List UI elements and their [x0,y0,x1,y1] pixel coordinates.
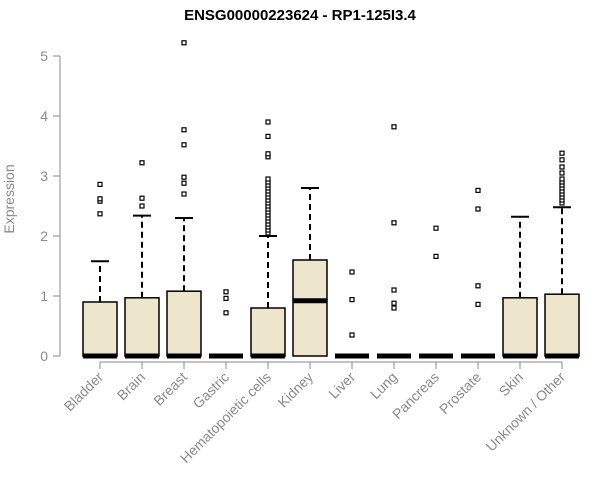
outlier-point [223,295,229,301]
outlier-point [391,220,397,226]
y-tick-label: 5 [40,48,48,64]
box-rect [124,297,160,357]
box-rect [292,259,328,357]
y-tick-label: 4 [40,108,48,124]
outlier-point [475,206,481,212]
outlier-point [391,124,397,130]
outlier-point [265,151,271,157]
box-5 [292,187,328,357]
outlier-point [223,289,229,295]
box-0 [82,181,118,359]
outlier-point [391,305,397,311]
y-tick-label: 2 [40,228,48,244]
box-rect [82,301,118,357]
boxes-layer [82,40,580,359]
outlier-point [265,176,271,182]
outlier-point [559,150,565,156]
y-tick-label: 3 [40,168,48,184]
outlier-point [97,196,103,202]
outlier-point [559,170,565,176]
outlier-point [139,195,145,201]
outlier-point [349,269,355,275]
y-axis: 0 1 2 3 4 5 [40,48,61,364]
outlier-point [433,225,439,231]
x-tick-label: Liver [325,369,358,402]
outlier-point [475,187,481,193]
outlier-point [181,142,187,148]
outlier-point [391,300,397,306]
box-3 [209,289,243,359]
box-rect [544,293,580,357]
box-rect [166,290,202,357]
x-tick-label: Prostate [436,369,484,417]
outlier-point [391,287,397,293]
x-tick-label: Bladder [61,369,107,415]
x-tick-label: Pancreas [389,369,442,422]
box-1 [124,160,160,359]
outlier-point [223,310,229,316]
outlier-point [349,332,355,338]
outlier-point [559,157,565,163]
outlier-point [559,176,565,182]
x-tick-label: Breast [150,369,190,409]
outlier-point [181,191,187,197]
box-rect [250,307,286,357]
outlier-point [181,180,187,186]
box-rect [502,297,538,357]
outlier-point [475,301,481,307]
outlier-point [97,181,103,187]
box-2 [166,40,202,359]
chart-title: ENSG00000223624 - RP1-125I3.4 [184,7,416,24]
outlier-point [265,119,271,125]
x-tick-label: Unknown / Other [483,369,569,455]
outlier-point [475,283,481,289]
outlier-point [349,297,355,303]
outlier-point [265,133,271,139]
outlier-point [181,40,187,46]
box-6 [335,269,369,359]
y-axis-title: Expression [1,164,17,233]
outlier-point [139,203,145,209]
box-9 [461,187,495,359]
y-tick-label: 1 [40,288,48,304]
box-10 [502,215,538,359]
x-tick-label: Skin [496,369,527,400]
box-4 [250,119,286,359]
x-tick-label: Kidney [275,369,317,411]
box-8 [419,225,453,359]
outlier-point [559,164,565,170]
x-tick-label: Brain [114,369,148,403]
outlier-point [139,160,145,166]
outlier-point [181,127,187,133]
box-7 [377,124,411,359]
outlier-point [97,211,103,217]
box-11 [544,150,580,359]
y-tick-label: 0 [40,348,48,364]
outlier-point [181,174,187,180]
x-tick-label: Lung [367,369,400,402]
outlier-point [433,253,439,259]
